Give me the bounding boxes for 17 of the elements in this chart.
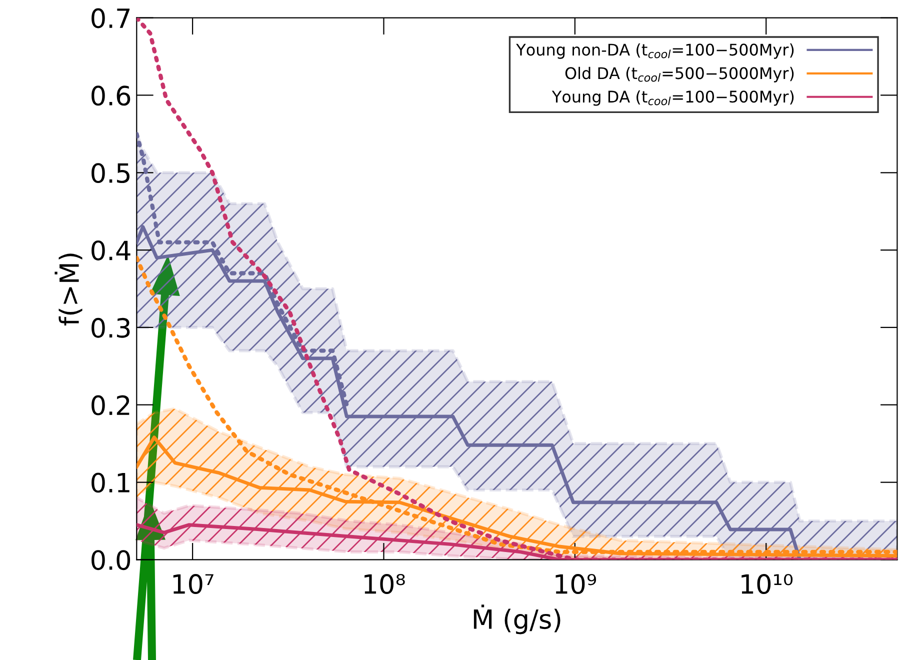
y-tick-label: 0.6 [92,86,130,106]
y-tick-label: 0.2 [92,395,130,416]
x-tick-label: 10⁷ [173,574,214,594]
y-tick-label: 0.5 [92,163,130,184]
x-tick-label: 10¹⁰ [742,574,793,594]
x-tick-label: 10⁹ [556,574,596,594]
y-tick-label: 0.0 [92,550,130,570]
y-tick-label: 0.3 [92,318,130,338]
y-tick-label: 0.4 [92,240,130,260]
x-axis-title: Ṁ (g/s) [474,604,560,634]
x-tick-label: 10⁸ [364,574,405,594]
legend-label: Young DA (t$_{cool}$=100−500Myr) [552,90,794,106]
y-axis-title: f(>Ṁ) [54,254,82,326]
y-tick-label: 0.7 [92,8,130,28]
y-tick-label: 0.1 [92,472,130,493]
legend-label: Young non-DA (t$_{cool}$=100−500Myr) [516,43,794,59]
legend-label: Old DA (t$_{cool}$=500−5000Myr) [565,66,794,82]
